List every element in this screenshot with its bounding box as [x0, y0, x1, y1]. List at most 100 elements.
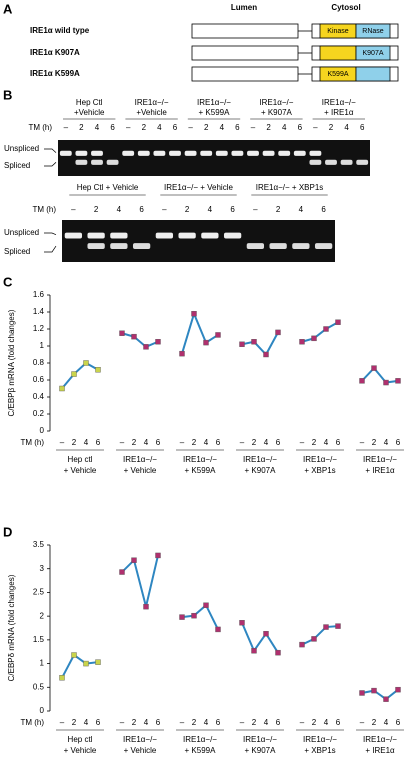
x-tick-label: 2: [312, 718, 317, 727]
panel-label: C: [3, 274, 13, 289]
y-tick-label: 0.6: [33, 375, 45, 384]
x-tick-label: 6: [96, 438, 101, 447]
gel-band: [231, 150, 244, 156]
lane-label: 6: [230, 205, 235, 214]
y-tick-label: 1: [40, 341, 45, 350]
data-point: [83, 360, 89, 366]
x-tick-label: 2: [132, 718, 137, 727]
group-label: Hep Ctl + Vehicle: [77, 183, 139, 192]
data-line: [241, 331, 279, 357]
x-tick-label: 2: [312, 438, 317, 447]
x-tick-label: 4: [144, 438, 149, 447]
gel-band: [293, 150, 306, 156]
lane-label: 4: [344, 123, 349, 132]
lumen-domain: [191, 23, 299, 39]
lane-label: –: [188, 123, 193, 132]
lane-label: 2: [204, 123, 209, 132]
gel-band: [262, 150, 275, 156]
group-label: + K599A: [185, 466, 217, 475]
x-tick-label: 4: [204, 718, 209, 727]
y-tick-label: 0.5: [33, 682, 45, 691]
data-point: [71, 371, 77, 377]
group-label: IRE1α−/−: [243, 455, 277, 464]
data-line: [181, 603, 219, 630]
data-point: [119, 569, 125, 575]
x-tick-label: 4: [84, 718, 89, 727]
gel-band: [201, 232, 219, 239]
data-point: [203, 339, 209, 346]
data-point: [143, 344, 149, 350]
mutation-label: K907A: [362, 50, 383, 57]
gel-band: [278, 150, 291, 156]
data-point: [263, 351, 269, 358]
x-tick-label: 4: [84, 438, 89, 447]
group-label: IRE1α−/−: [123, 455, 157, 464]
construct-wt: IRE1α wild type Kinase RNase: [30, 23, 399, 39]
lumen-domain: [191, 45, 299, 61]
group-label: +Vehicle: [74, 108, 105, 117]
data-point: [371, 687, 377, 694]
data-point: [395, 378, 401, 384]
data-point: [323, 326, 329, 332]
group-label: IRE1α−/−: [183, 455, 217, 464]
gel-band: [132, 243, 151, 249]
data-point: [299, 641, 305, 648]
lane-label: –: [251, 123, 256, 132]
lane-label: 6: [110, 123, 115, 132]
lane-label: –: [64, 123, 69, 132]
lane-label: 4: [95, 123, 100, 132]
data-point: [335, 319, 341, 325]
group-label: IRE1α−/−: [197, 98, 231, 107]
construct-k599a: IRE1α K599A K599A: [30, 66, 399, 82]
x-tick-label: 6: [396, 718, 401, 727]
group-label: + IRE1α: [324, 108, 354, 117]
data-point: [215, 626, 221, 633]
group-label: IRE1α−/−: [363, 735, 397, 744]
lumen-label: Lumen: [231, 3, 257, 12]
data-point: [239, 341, 245, 347]
group-label: Hep ctl: [68, 455, 93, 464]
data-point: [359, 378, 365, 384]
group-label: IRE1α−/−: [123, 735, 157, 744]
gel-band: [269, 243, 287, 249]
gel-band: [64, 232, 83, 239]
x-tick-label: 6: [216, 438, 221, 447]
lane-label: 4: [117, 205, 122, 214]
y-axis-title: C/EBPβ mRNA (fold changes): [7, 309, 16, 416]
x-tick-label: 2: [252, 718, 257, 727]
lane-label: 2: [266, 123, 271, 132]
panel-label: B: [3, 87, 12, 102]
x-tick-label: 4: [324, 438, 329, 447]
data-point: [395, 686, 401, 693]
data-point: [59, 385, 65, 392]
lane-label: 6: [139, 205, 144, 214]
lane-label: –: [126, 123, 131, 132]
group-label: IRE1α−/−: [363, 455, 397, 464]
construct-name: IRE1α K907A: [30, 48, 80, 57]
data-point: [299, 339, 305, 345]
x-tick-label: 6: [96, 718, 101, 727]
y-tick-label: 1.4: [33, 307, 45, 316]
gel-band: [106, 159, 119, 165]
lane-label: 6: [298, 123, 303, 132]
data-point: [131, 557, 137, 563]
lane-label: 2: [329, 123, 334, 132]
lane-label: 2: [94, 205, 99, 214]
data-point: [83, 660, 89, 667]
x-tick-label: 4: [204, 438, 209, 447]
lumen-domain: [191, 66, 299, 82]
lane-label: –: [71, 205, 76, 214]
x-tick-label: –: [300, 718, 305, 727]
data-point: [311, 335, 317, 342]
construct-name: IRE1α K599A: [30, 69, 80, 78]
lane-label: 2: [79, 123, 84, 132]
group-label: + Vehicle: [64, 746, 97, 755]
data-point: [179, 614, 185, 620]
data-point: [155, 552, 161, 559]
y-tick-label: 1.5: [33, 635, 45, 644]
x-tick-label: 2: [372, 438, 377, 447]
lane-label: 6: [321, 205, 326, 214]
tm-label: TM (h): [28, 123, 52, 132]
gel-band: [87, 232, 105, 239]
